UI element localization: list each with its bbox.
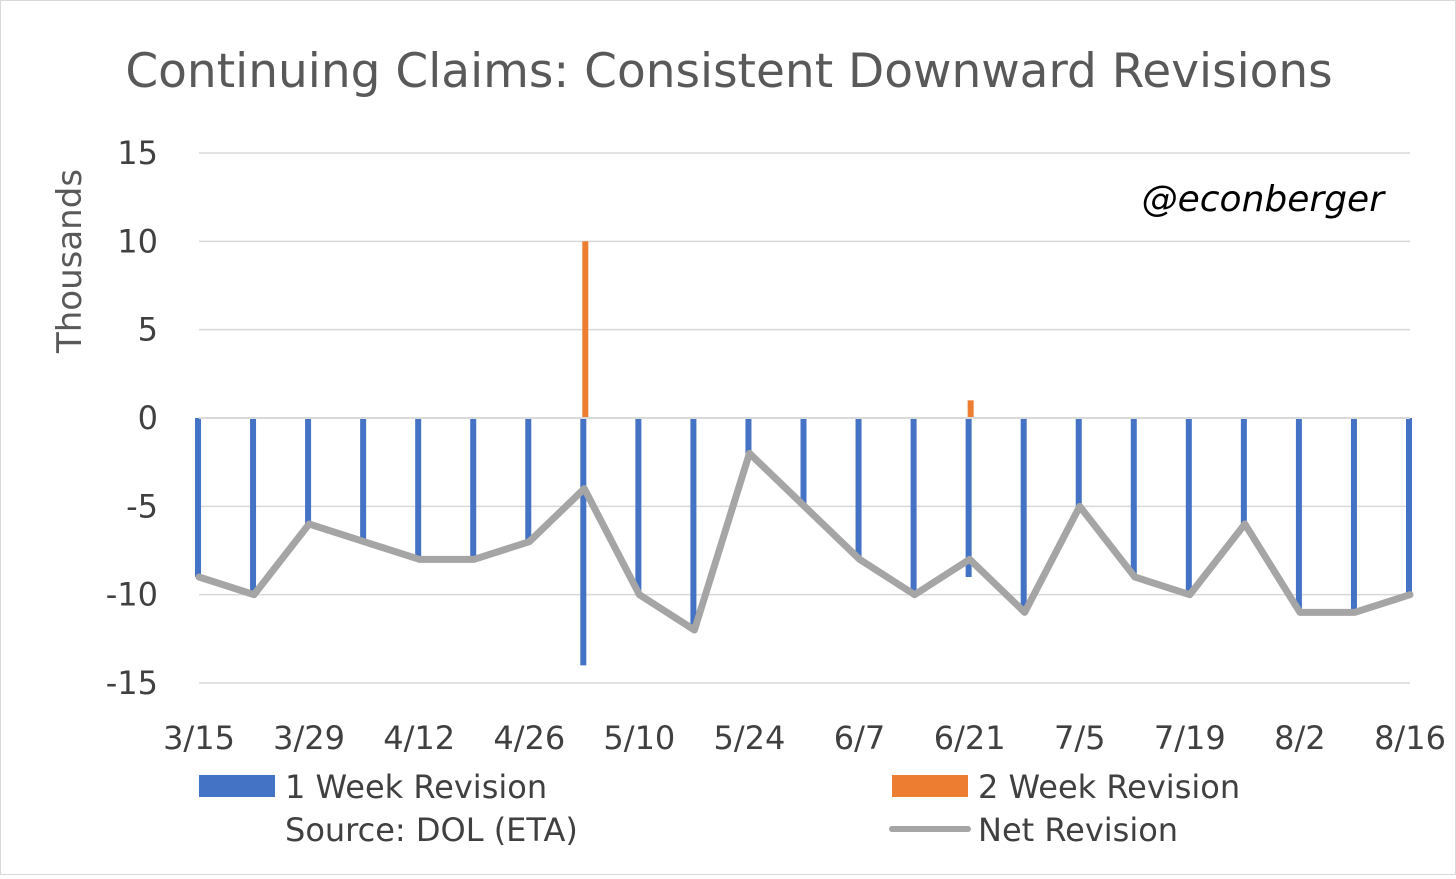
- x-tick-label: 4/12: [383, 719, 455, 757]
- net-revision-series: [195, 449, 1414, 634]
- legend-label-2-week: 2 Week Revision: [978, 768, 1240, 806]
- bar-1-week-revision: [470, 418, 477, 560]
- x-tick-label: 5/24: [714, 719, 786, 757]
- bar-1-week-revision: [1406, 418, 1412, 595]
- x-tick-label: 7/5: [1054, 719, 1106, 757]
- y-axis-label: Thousands: [50, 169, 90, 354]
- x-tick-labels: 3/15 3/29 4/12 4/26 5/10 5/24 6/7 6/21 7/5 7/19 8/…: [163, 719, 1446, 757]
- y-tick-label: -15: [106, 664, 158, 702]
- y-tick-label: -5: [126, 487, 158, 525]
- y-tick-label: 0: [138, 399, 158, 437]
- net-revision-line: [195, 449, 1414, 634]
- bar-1-week-revision: [1350, 418, 1357, 613]
- bar-1-week-revision: [250, 418, 257, 595]
- bar-1-week-revision: [1130, 418, 1137, 577]
- chart-title: Continuing Claims: Consistent Downward R…: [125, 44, 1332, 99]
- bar-1-week-revision: [305, 418, 312, 524]
- legend-label-net: Net Revision: [978, 811, 1178, 849]
- x-tick-label: 3/15: [163, 719, 235, 757]
- legend: 1 Week Revision 2 Week Revision Source: …: [199, 768, 1240, 849]
- x-tick-label: 8/16: [1374, 719, 1446, 757]
- x-tick-label: 7/19: [1154, 719, 1226, 757]
- watermark: @econberger: [1142, 179, 1387, 220]
- bar-1-week-revision: [415, 418, 422, 560]
- x-tick-label: 3/29: [273, 719, 345, 757]
- bar-2-week-revision: [582, 241, 589, 418]
- x-tick-label: 4/26: [493, 719, 565, 757]
- bars: [195, 241, 1412, 666]
- bar-1-week-revision: [525, 418, 532, 542]
- bar-1-week-revision: [965, 418, 972, 577]
- bar-1-week-revision: [580, 418, 587, 666]
- legend-swatch-1-week: [199, 775, 275, 797]
- bar-1-week-revision: [1020, 418, 1027, 613]
- x-tick-label: 5/10: [603, 719, 675, 757]
- bar-1-week-revision: [800, 418, 807, 507]
- y-tick-label: 5: [138, 311, 158, 349]
- bar-1-week-revision: [855, 418, 862, 560]
- bar-2-week-revision: [967, 400, 974, 418]
- bar-1-week-revision: [635, 418, 642, 595]
- x-tick-label: 6/7: [834, 719, 886, 757]
- y-tick-label: -10: [106, 576, 158, 614]
- legend-label-1-week: 1 Week Revision: [285, 768, 547, 806]
- y-tick-label: 15: [117, 134, 158, 172]
- bar-1-week-revision: [690, 418, 697, 630]
- bar-1-week-revision: [195, 418, 201, 577]
- x-tick-label: 6/21: [934, 719, 1006, 757]
- x-tick-label: 8/2: [1274, 719, 1326, 757]
- y-tick-labels: 15 10 5 0 -5 -10 -15: [106, 134, 158, 702]
- bar-1-week-revision: [1075, 418, 1082, 507]
- bar-1-week-revision: [745, 418, 752, 454]
- source-note: Source: DOL (ETA): [285, 811, 578, 849]
- bar-1-week-revision: [1185, 418, 1192, 595]
- bar-1-week-revision: [360, 418, 367, 542]
- bar-1-week-revision: [910, 418, 917, 595]
- legend-swatch-2-week: [892, 775, 968, 797]
- bar-1-week-revision: [1295, 418, 1302, 613]
- bar-1-week-revision: [1240, 418, 1247, 524]
- y-tick-label: 10: [117, 222, 158, 260]
